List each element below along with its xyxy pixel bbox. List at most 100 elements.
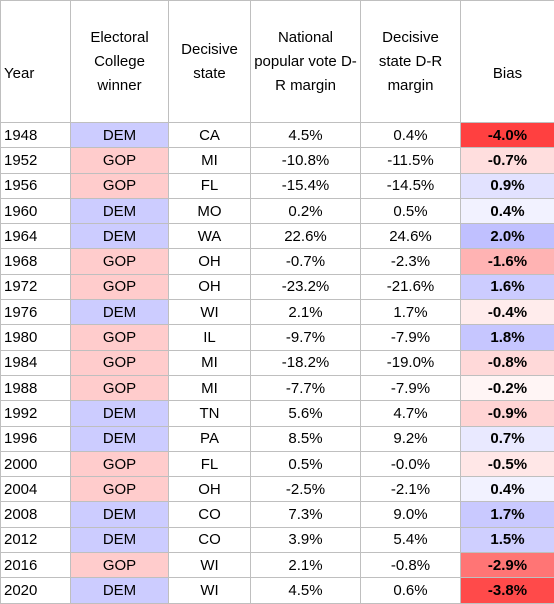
cell-national-margin: -10.8% xyxy=(251,148,361,173)
cell-year: 2016 xyxy=(1,553,71,578)
cell-decisive-state: MI xyxy=(169,375,251,400)
cell-winner: GOP xyxy=(71,325,169,350)
cell-winner: DEM xyxy=(71,224,169,249)
cell-year: 2004 xyxy=(1,477,71,502)
cell-winner: DEM xyxy=(71,578,169,603)
header-bias: Bias xyxy=(461,1,554,123)
cell-bias: 0.9% xyxy=(461,173,554,198)
cell-bias: 1.6% xyxy=(461,274,554,299)
cell-decisive-state: FL xyxy=(169,451,251,476)
cell-decisive-state: TN xyxy=(169,401,251,426)
cell-state-margin: 24.6% xyxy=(361,224,461,249)
cell-decisive-state: CO xyxy=(169,527,251,552)
cell-winner: GOP xyxy=(71,375,169,400)
cell-bias: 0.4% xyxy=(461,198,554,223)
cell-winner: GOP xyxy=(71,148,169,173)
cell-national-margin: 2.1% xyxy=(251,553,361,578)
cell-state-margin: 4.7% xyxy=(361,401,461,426)
header-decisive-state-margin: Decisive state D-R margin xyxy=(361,1,461,123)
table-header: Year Electoral College winner Decisive s… xyxy=(1,1,554,123)
cell-national-margin: 3.9% xyxy=(251,527,361,552)
cell-state-margin: 5.4% xyxy=(361,527,461,552)
cell-decisive-state: IL xyxy=(169,325,251,350)
cell-state-margin: -7.9% xyxy=(361,375,461,400)
cell-bias: -0.7% xyxy=(461,148,554,173)
cell-national-margin: -2.5% xyxy=(251,477,361,502)
cell-winner: DEM xyxy=(71,198,169,223)
cell-state-margin: -19.0% xyxy=(361,350,461,375)
cell-national-margin: -0.7% xyxy=(251,249,361,274)
cell-state-margin: -0.8% xyxy=(361,553,461,578)
cell-state-margin: 9.2% xyxy=(361,426,461,451)
cell-year: 2000 xyxy=(1,451,71,476)
cell-bias: 0.7% xyxy=(461,426,554,451)
cell-year: 1948 xyxy=(1,123,71,148)
cell-bias: 1.5% xyxy=(461,527,554,552)
cell-decisive-state: WA xyxy=(169,224,251,249)
cell-winner: DEM xyxy=(71,123,169,148)
cell-year: 1968 xyxy=(1,249,71,274)
cell-bias: -0.5% xyxy=(461,451,554,476)
cell-state-margin: -7.9% xyxy=(361,325,461,350)
cell-year: 1952 xyxy=(1,148,71,173)
cell-year: 1980 xyxy=(1,325,71,350)
cell-winner: GOP xyxy=(71,553,169,578)
cell-state-margin: 1.7% xyxy=(361,300,461,325)
cell-national-margin: -7.7% xyxy=(251,375,361,400)
cell-national-margin: 4.5% xyxy=(251,123,361,148)
cell-decisive-state: CA xyxy=(169,123,251,148)
cell-national-margin: -15.4% xyxy=(251,173,361,198)
cell-bias: -1.6% xyxy=(461,249,554,274)
cell-state-margin: 0.5% xyxy=(361,198,461,223)
cell-decisive-state: OH xyxy=(169,249,251,274)
header-electoral-college-winner: Electoral College winner xyxy=(71,1,169,123)
cell-winner: DEM xyxy=(71,502,169,527)
cell-national-margin: 8.5% xyxy=(251,426,361,451)
cell-national-margin: -9.7% xyxy=(251,325,361,350)
cell-year: 1956 xyxy=(1,173,71,198)
cell-year: 1964 xyxy=(1,224,71,249)
cell-state-margin: -0.0% xyxy=(361,451,461,476)
cell-winner: GOP xyxy=(71,249,169,274)
cell-national-margin: 0.2% xyxy=(251,198,361,223)
cell-bias: -2.9% xyxy=(461,553,554,578)
cell-decisive-state: OH xyxy=(169,274,251,299)
cell-national-margin: 4.5% xyxy=(251,578,361,603)
cell-year: 1992 xyxy=(1,401,71,426)
cell-bias: -0.4% xyxy=(461,300,554,325)
cell-decisive-state: WI xyxy=(169,553,251,578)
cell-year: 1988 xyxy=(1,375,71,400)
cell-bias: -0.8% xyxy=(461,350,554,375)
header-decisive-state: Decisive state xyxy=(169,1,251,123)
cell-bias: -0.9% xyxy=(461,401,554,426)
cell-year: 1976 xyxy=(1,300,71,325)
cell-decisive-state: MI xyxy=(169,350,251,375)
cell-winner: GOP xyxy=(71,274,169,299)
cell-year: 1960 xyxy=(1,198,71,223)
cell-state-margin: -14.5% xyxy=(361,173,461,198)
cell-decisive-state: WI xyxy=(169,300,251,325)
cell-state-margin: -11.5% xyxy=(361,148,461,173)
cell-year: 1972 xyxy=(1,274,71,299)
cell-winner: GOP xyxy=(71,350,169,375)
cell-state-margin: 9.0% xyxy=(361,502,461,527)
cell-winner: GOP xyxy=(71,451,169,476)
cell-decisive-state: CO xyxy=(169,502,251,527)
cell-state-margin: 0.6% xyxy=(361,578,461,603)
cell-year: 1996 xyxy=(1,426,71,451)
cell-bias: -4.0% xyxy=(461,123,554,148)
